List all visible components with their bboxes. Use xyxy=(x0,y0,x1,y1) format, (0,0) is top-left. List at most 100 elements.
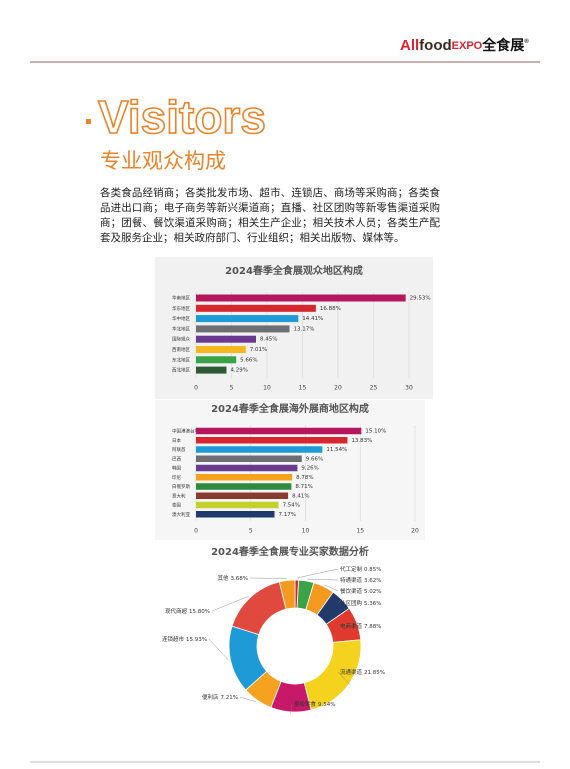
logo-expo: EXPO xyxy=(452,40,483,52)
value-label: 7.17% xyxy=(279,512,296,518)
segment-value: 15.80% xyxy=(189,609,210,615)
value-label: 8.41% xyxy=(292,493,309,499)
category-label: 泰国 xyxy=(172,502,181,509)
chart-title: 2024春季全食展观众地区构成 xyxy=(225,264,363,277)
segment-label: 便利店 7.21% xyxy=(202,693,238,701)
leader-line xyxy=(208,638,229,661)
x-tick-label: 15 xyxy=(299,385,307,392)
leader-line xyxy=(324,584,339,592)
x-tick-label: 0 xyxy=(194,385,198,392)
bar xyxy=(196,464,298,472)
bar xyxy=(196,492,289,499)
leader-line xyxy=(337,598,344,604)
x-tick-label: 30 xyxy=(405,385,413,392)
category-label: 西北地区 xyxy=(172,367,190,374)
category-label: 澳大利亚 xyxy=(172,511,190,518)
leader-line xyxy=(211,596,249,612)
x-tick-label: 5 xyxy=(230,385,234,392)
x-tick-label: 25 xyxy=(370,385,378,392)
logo-all: All xyxy=(400,37,419,54)
segment-value: 15.93% xyxy=(186,637,207,643)
bar xyxy=(196,427,362,435)
x-tick-label: 15 xyxy=(356,528,364,535)
value-label: 13.83% xyxy=(351,438,372,444)
category-label: 华南地区 xyxy=(172,295,190,302)
category-label: 华东地区 xyxy=(172,305,190,312)
leader-line xyxy=(290,703,293,714)
bar xyxy=(196,294,406,302)
value-label: 5.66% xyxy=(240,357,257,363)
segment-label: 流通渠道 21.85% xyxy=(340,668,385,676)
value-label: 4.29% xyxy=(230,368,247,374)
segment-value: 5.36% xyxy=(364,601,381,607)
segment-value: 5.02% xyxy=(364,589,381,595)
segment-value: 3.68% xyxy=(231,576,248,582)
bar xyxy=(196,346,246,353)
x-tick-label: 10 xyxy=(263,385,271,392)
category-label: 日本 xyxy=(172,437,181,444)
value-label: 13.17% xyxy=(294,326,315,332)
segment-label: 社区团购 5.36% xyxy=(340,599,382,607)
bar xyxy=(196,483,292,490)
segment-value: 3.62% xyxy=(364,578,381,584)
category-label: 中国港澳台地区 xyxy=(172,428,204,435)
bar xyxy=(196,304,316,312)
category-label: 国际观众 xyxy=(172,336,190,343)
bar xyxy=(196,501,279,509)
segment-name: 量贩零食 xyxy=(294,700,317,708)
value-label: 8.71% xyxy=(295,484,312,490)
segment-name: 流通渠道 xyxy=(340,668,363,676)
title-dot xyxy=(86,119,91,124)
segment-name: 现代商超 xyxy=(165,607,188,615)
x-tick-label: 5 xyxy=(249,528,253,535)
segment-name: 代工定制 xyxy=(340,565,363,573)
paragraph: 各类食品经销商；各类批发市场、超市、连锁店、商场等采购商；各类食品进出口商；电子… xyxy=(100,187,440,244)
bar xyxy=(196,356,237,364)
value-label: 8.45% xyxy=(260,337,277,343)
bar xyxy=(196,325,290,333)
logo-food: food xyxy=(419,37,451,54)
x-tick-label: 20 xyxy=(334,385,342,392)
bar xyxy=(196,366,227,374)
chart-title: 2024春季全食展专业买家数据分析 xyxy=(211,545,369,558)
leader-line xyxy=(306,578,339,581)
donut-segment xyxy=(278,579,296,610)
category-label: 意大利 xyxy=(172,492,186,499)
donut-segment xyxy=(231,581,287,636)
logo-mark: ® xyxy=(524,38,529,45)
value-label: 9.26% xyxy=(301,466,318,472)
bar xyxy=(196,315,299,323)
segment-name: 特通渠道 xyxy=(340,576,363,584)
segment-name: 社区团购 xyxy=(340,599,363,607)
value-label: 15.10% xyxy=(365,429,386,435)
category-label: 东北地区 xyxy=(172,356,190,363)
x-tick-label: 10 xyxy=(302,528,310,535)
x-tick-label: 0 xyxy=(194,528,198,535)
leader-line xyxy=(296,568,339,579)
segment-label: 其他 3.68% xyxy=(218,574,249,582)
value-label: 16.88% xyxy=(320,306,341,312)
subtitle: 专业观众构成 xyxy=(100,149,226,173)
category-label: 韩国 xyxy=(172,465,181,472)
title: Visitors xyxy=(98,91,266,143)
segment-label: 电商渠道 7.88% xyxy=(340,622,382,630)
segment-label: 连锁超市 15.93% xyxy=(162,635,207,643)
segment-value: 7.88% xyxy=(364,624,381,630)
segment-label: 特通渠道 3.62% xyxy=(340,576,382,584)
bar xyxy=(196,511,275,518)
segment-name: 便利店 xyxy=(202,693,219,701)
segment-name: 电商渠道 xyxy=(340,622,363,630)
category-label: 华中地区 xyxy=(172,315,190,322)
segment-label: 现代商超 15.80% xyxy=(165,607,210,615)
segment-label: 餐饮渠道 5.02% xyxy=(340,587,382,595)
value-label: 7.54% xyxy=(283,503,300,509)
value-label: 29.53% xyxy=(410,296,431,302)
segment-value: 9.54% xyxy=(318,702,335,708)
chart-title: 2024春季全食展海外展商地区构成 xyxy=(211,402,369,415)
segment-name: 连锁超市 xyxy=(162,635,185,643)
segment-label: 量贩零食 9.54% xyxy=(294,700,336,708)
category-label: 白俄罗斯 xyxy=(172,483,190,490)
value-label: 8.78% xyxy=(296,475,313,481)
